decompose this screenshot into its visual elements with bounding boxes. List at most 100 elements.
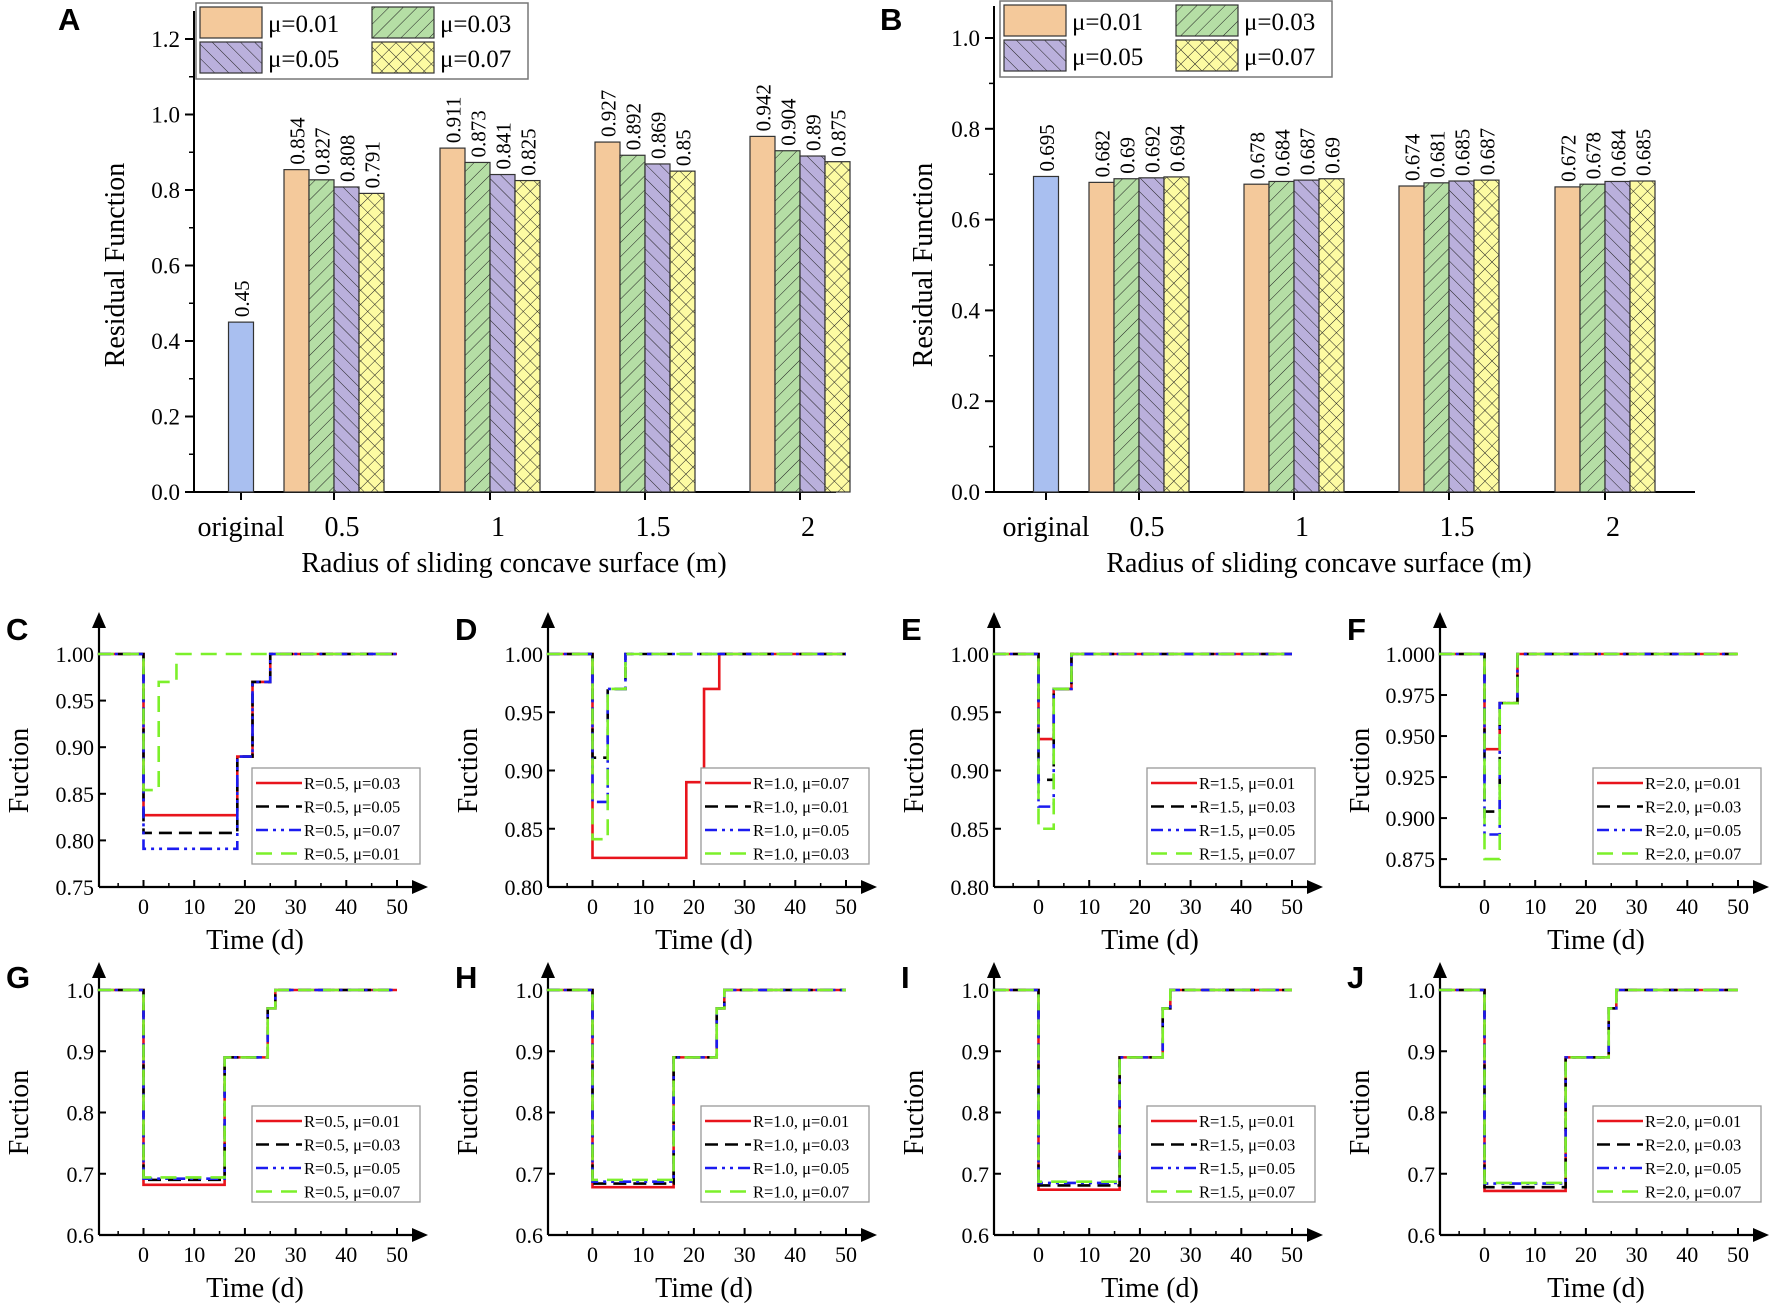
series-line-green (1438, 652, 1738, 861)
y-tick-label: 1.0 (951, 26, 980, 51)
bar-value-label: 0.942 (752, 84, 776, 131)
bar-value-label: 0.69 (1116, 137, 1140, 174)
legend-swatch (1003, 39, 1067, 72)
bar-value-label: 0.45 (230, 280, 254, 317)
x-tick-label: 30 (1180, 894, 1202, 919)
legend-label: R=1.0, μ=0.07 (753, 774, 849, 793)
y-tick-label: 0.90 (951, 759, 990, 784)
legend-label: R=1.5, μ=0.01 (1199, 1112, 1295, 1131)
y-tick-label: 0.95 (951, 700, 990, 725)
y-tick-label: 0.925 (1386, 765, 1436, 790)
bar-μ=0.03 (1579, 183, 1606, 493)
x-tick-label: 1.5 (1440, 512, 1475, 543)
y-tick-label: 0.2 (151, 405, 180, 430)
bar-value-label: 0.695 (1035, 124, 1059, 171)
y-tick-label: 0.7 (516, 1162, 544, 1187)
bar-μ=0.07 (1163, 176, 1190, 493)
line-panel-c: C 0 10 20 30 40 50 0.75 0.80 0.85 0.90 0.95 1.00 Fuct… (4, 612, 428, 956)
y-axis-arrow-icon (541, 962, 555, 978)
legend-swatch (371, 41, 435, 74)
bar-μ=0.07 (669, 170, 696, 493)
x-tick-label: 10 (632, 1242, 654, 1267)
y-tick-label: 0.9 (67, 1039, 95, 1064)
bar-value-label: 0.89 (802, 114, 826, 151)
bar-value-label: 0.873 (467, 110, 491, 157)
bar-μ=0.03 (619, 154, 646, 493)
y-tick-label: 0.85 (951, 817, 990, 842)
x-axis-title: Time (d) (1547, 1273, 1645, 1304)
panel-label: G (6, 960, 30, 995)
y-tick-label: 1.00 (505, 642, 544, 667)
series-line-green (1438, 988, 1738, 1185)
bar-original (227, 321, 255, 493)
legend-label: μ=0.01 (1072, 9, 1143, 36)
bar-value-label: 0.854 (286, 117, 310, 165)
y-axis-arrow-icon (541, 612, 555, 628)
legend-label: R=0.5, μ=0.05 (304, 798, 400, 817)
legend-label: R=0.5, μ=0.01 (304, 1112, 400, 1131)
legend-label: R=0.5, μ=0.03 (304, 1136, 400, 1155)
y-tick-label: 0.9 (962, 1039, 990, 1064)
bar-value-label: 0.674 (1401, 133, 1425, 181)
x-axis-title: Radius of sliding concave surface (m) (1106, 548, 1531, 579)
legend: R=1.0, μ=0.01 R=1.0, μ=0.03 R=1.0, μ=0.05 R… (700, 1105, 870, 1203)
y-tick-label: 0.80 (951, 875, 990, 900)
x-axis-title: Time (d) (655, 1273, 753, 1304)
x-tick-label: 30 (285, 894, 307, 919)
x-tick-label: 40 (784, 894, 806, 919)
y-tick-label: 1.000 (1386, 642, 1436, 667)
y-tick-label: 0.9 (516, 1039, 544, 1064)
legend-label: μ=0.03 (1244, 9, 1315, 36)
y-tick-label: 0.90 (56, 735, 95, 760)
bar-value-label: 0.791 (361, 141, 385, 188)
legend-label: μ=0.07 (440, 46, 511, 73)
series-line-blue (97, 652, 397, 851)
x-tick-label: original (1002, 512, 1089, 543)
y-tick-label: 0.0 (151, 480, 180, 505)
line-panel-d: D 0 10 20 30 40 50 0.80 0.85 0.90 0.95 1.00 Fuction T… (453, 612, 877, 956)
bar-value-label: 0.69 (1321, 137, 1345, 174)
y-axis-title: Fuction (1345, 1070, 1376, 1156)
y-tick-label: 1.00 (951, 642, 990, 667)
x-tick-label: 50 (1281, 1242, 1303, 1267)
x-tick-label: 30 (1626, 1242, 1648, 1267)
bar-μ=0.03 (308, 179, 335, 493)
bar-μ=0.07 (1473, 179, 1500, 493)
y-tick-label: 0.95 (505, 700, 544, 725)
x-axis-arrow-icon (1307, 1228, 1323, 1242)
x-tick-label: 20 (234, 1242, 256, 1267)
y-tick-label: 0.7 (962, 1162, 990, 1187)
legend: R=0.5, μ=0.01 R=0.5, μ=0.03 R=0.5, μ=0.05 R… (251, 1105, 421, 1203)
x-tick-label: 20 (1129, 1242, 1151, 1267)
y-axis-arrow-icon (92, 612, 106, 628)
y-axis-arrow-icon (987, 612, 1001, 628)
y-axis-arrow-icon (1433, 612, 1447, 628)
y-tick-label: 0.8 (951, 117, 980, 142)
y-tick-label: 0.8 (1408, 1101, 1436, 1126)
x-tick-label: 40 (784, 1242, 806, 1267)
legend-label: R=0.5, μ=0.01 (304, 845, 400, 864)
legend-label: R=2.0, μ=0.07 (1645, 845, 1741, 864)
bar-value-label: 0.827 (311, 128, 335, 175)
y-tick-label: 0.4 (951, 298, 980, 323)
legend-label: R=2.0, μ=0.01 (1645, 774, 1741, 793)
x-tick-label: 2 (1606, 512, 1620, 543)
x-axis-title: Time (d) (1101, 1273, 1199, 1304)
panel-label: J (1347, 960, 1364, 995)
x-tick-label: original (197, 512, 284, 543)
legend-label: R=0.5, μ=0.05 (304, 1159, 400, 1178)
y-tick-label: 1.0 (1408, 978, 1436, 1003)
bar-μ=0.01 (749, 135, 776, 493)
x-tick-label: 20 (1129, 894, 1151, 919)
y-axis-title: Fuction (899, 728, 930, 814)
y-tick-label: 0.875 (1386, 847, 1436, 872)
y-tick-label: 0.6 (951, 208, 980, 233)
bar-μ=0.03 (1113, 178, 1140, 493)
bar-panel-a: A 0.0 0.2 0.4 0.6 0.8 1.0 1.2 original 0.5 1 1.5 2 0.… (58, 2, 851, 579)
bar-μ=0.01 (439, 147, 466, 493)
bar-μ=0.01 (594, 141, 621, 493)
y-tick-label: 0.85 (56, 782, 95, 807)
bar-value-label: 0.678 (1582, 132, 1606, 179)
line-panel-j: J 0 10 20 30 40 50 0.6 0.7 0.8 0.9 1.0 Fuction Time (… (1345, 960, 1769, 1304)
x-tick-label: 50 (1727, 894, 1749, 919)
